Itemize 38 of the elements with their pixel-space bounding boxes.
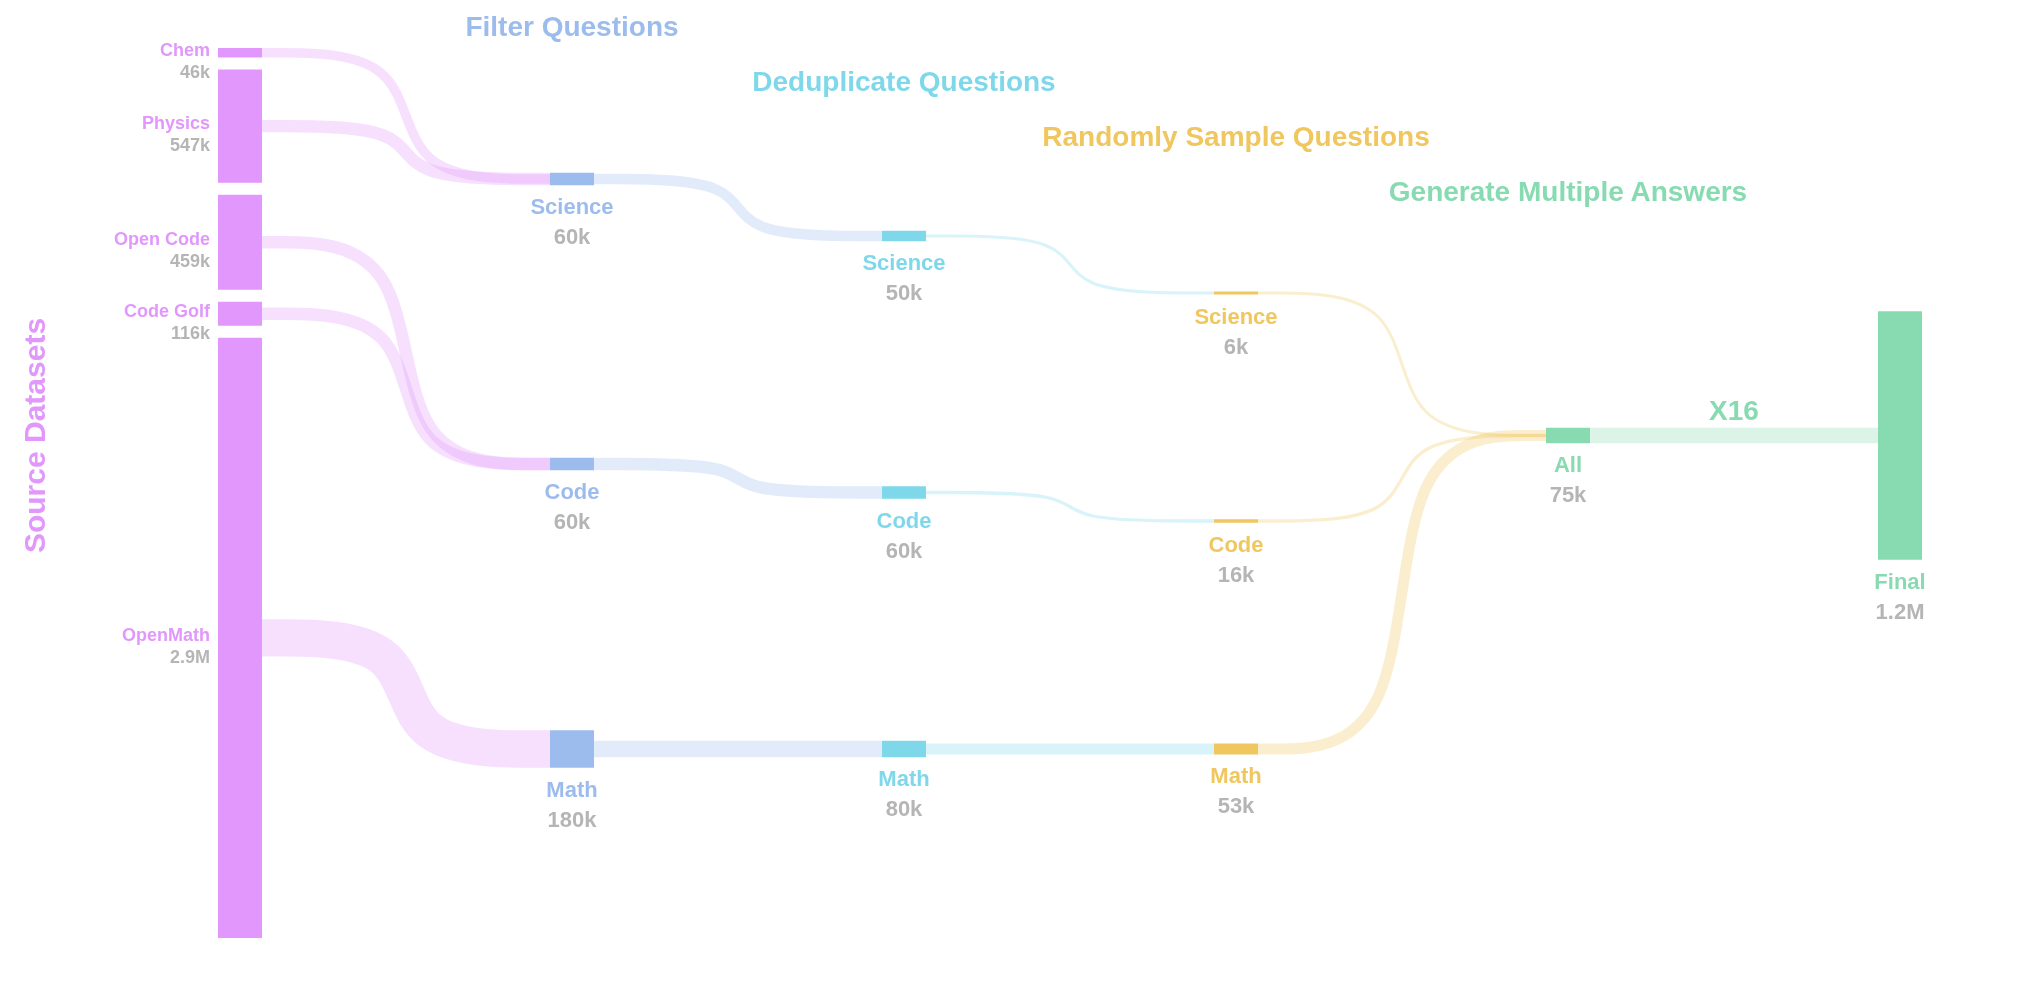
data-label: 547k bbox=[169, 135, 211, 156]
category-label: Math bbox=[546, 776, 598, 802]
legend-label: Source Datasets bbox=[18, 317, 51, 554]
data-label: 75k bbox=[1549, 482, 1588, 508]
data-label: 53k bbox=[1217, 793, 1256, 819]
data-label: 459k bbox=[169, 251, 211, 272]
data-label: 60k bbox=[553, 224, 592, 250]
category-label: Code bbox=[876, 507, 932, 533]
category-label: Final bbox=[1874, 568, 1926, 594]
category-label: Science bbox=[530, 194, 614, 220]
legend-label: Generate Multiple Answers bbox=[1388, 176, 1748, 207]
data-label: 46k bbox=[179, 61, 211, 82]
category-label: Open Code bbox=[113, 229, 210, 250]
data-label: 116k bbox=[170, 322, 211, 343]
data-label: 50k bbox=[885, 280, 924, 306]
category-label: Chem bbox=[159, 39, 210, 60]
category-label: Physics bbox=[141, 113, 210, 134]
data-label: 16k bbox=[1217, 561, 1256, 587]
text: X16 bbox=[1709, 394, 1759, 426]
category-label: OpenMath bbox=[122, 624, 210, 645]
data-label: 60k bbox=[885, 537, 924, 563]
data-label: 2.9M bbox=[169, 646, 210, 667]
data-label: 180k bbox=[547, 806, 598, 832]
legend-label: Deduplicate Questions bbox=[752, 66, 1056, 97]
category-label: Code Golf bbox=[124, 300, 211, 321]
legend-label: Filter Questions bbox=[465, 11, 679, 42]
category-label: Science bbox=[1194, 303, 1278, 329]
category-label: All bbox=[1553, 452, 1583, 478]
category-label: Science bbox=[862, 250, 946, 276]
category-label: Code bbox=[544, 479, 600, 505]
category-label: Code bbox=[1208, 531, 1264, 557]
data-label: 80k bbox=[885, 796, 924, 822]
data-label: 1.2M bbox=[1875, 598, 1925, 624]
data-label: 60k bbox=[553, 509, 592, 535]
category-label: Math bbox=[1210, 763, 1262, 789]
legend-label: Randomly Sample Questions bbox=[1042, 121, 1430, 152]
data-label: 6k bbox=[1223, 333, 1249, 359]
category-label: Math bbox=[878, 766, 930, 792]
